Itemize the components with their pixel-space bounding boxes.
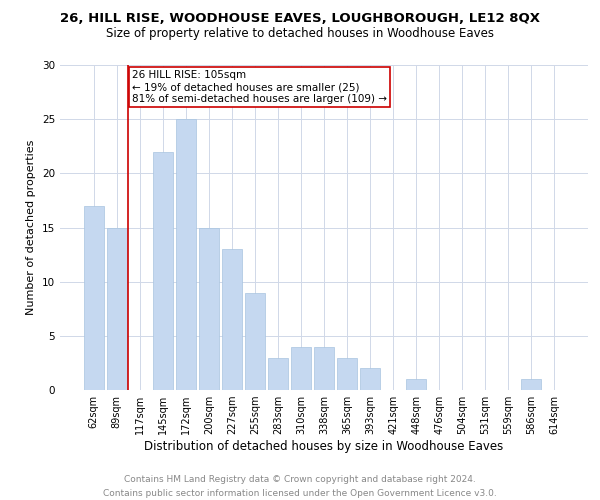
Bar (291, 346, 311, 390)
Bar (314, 346, 334, 390)
Bar (268, 358, 288, 390)
Bar (84, 206, 104, 390)
Bar (337, 358, 357, 390)
Bar (153, 152, 173, 390)
Text: 26 HILL RISE: 105sqm
← 19% of detached houses are smaller (25)
81% of semi-detac: 26 HILL RISE: 105sqm ← 19% of detached h… (132, 70, 387, 104)
Bar (360, 368, 380, 390)
Text: Size of property relative to detached houses in Woodhouse Eaves: Size of property relative to detached ho… (106, 28, 494, 40)
Text: Contains HM Land Registry data © Crown copyright and database right 2024.
Contai: Contains HM Land Registry data © Crown c… (103, 476, 497, 498)
Bar (222, 249, 242, 390)
Y-axis label: Number of detached properties: Number of detached properties (26, 140, 37, 315)
Bar (107, 228, 127, 390)
X-axis label: Distribution of detached houses by size in Woodhouse Eaves: Distribution of detached houses by size … (145, 440, 503, 453)
Bar (521, 379, 541, 390)
Bar (176, 119, 196, 390)
Bar (245, 292, 265, 390)
Text: 26, HILL RISE, WOODHOUSE EAVES, LOUGHBOROUGH, LE12 8QX: 26, HILL RISE, WOODHOUSE EAVES, LOUGHBOR… (60, 12, 540, 26)
Bar (406, 379, 426, 390)
Bar (199, 228, 218, 390)
